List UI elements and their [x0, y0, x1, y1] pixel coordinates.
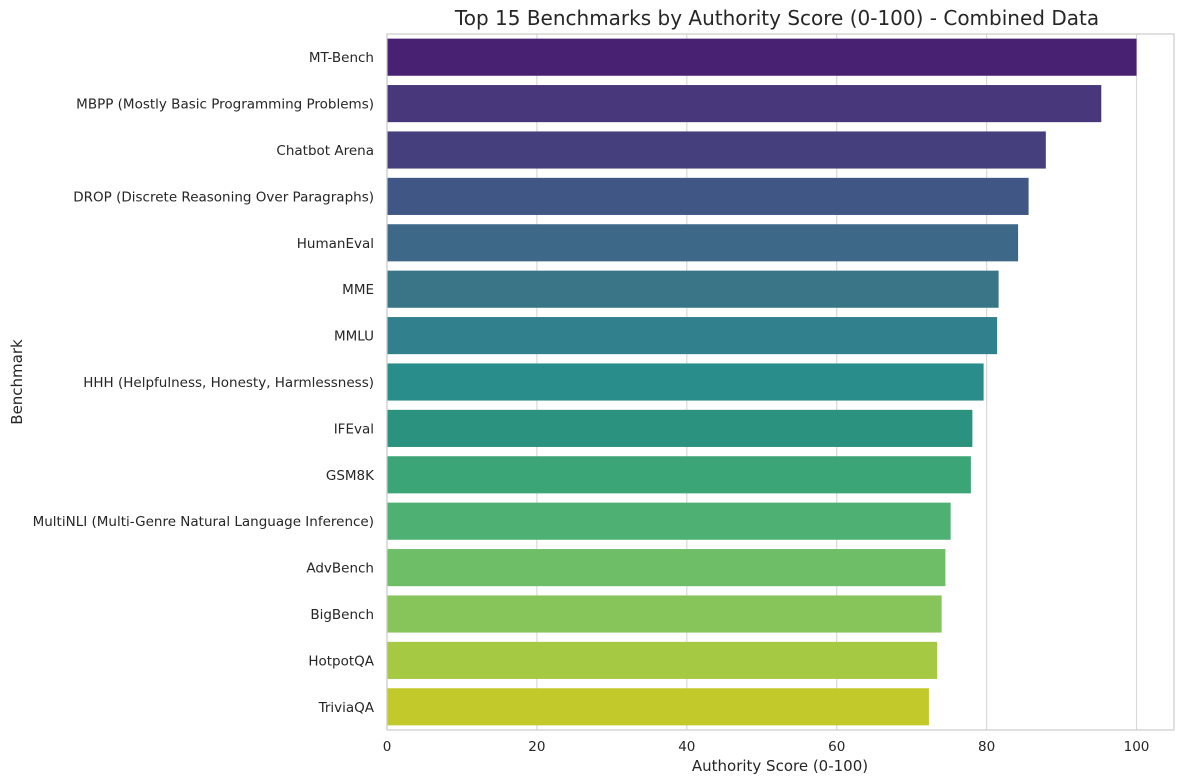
- bar: [387, 85, 1102, 123]
- bar: [387, 363, 984, 401]
- y-category-label: DROP (Discrete Reasoning Over Paragraphs…: [73, 189, 374, 205]
- y-category-label: Chatbot Arena: [276, 143, 374, 159]
- bar: [387, 38, 1137, 76]
- x-tick-label: 100: [1124, 739, 1150, 755]
- x-axis-label: Authority Score (0-100): [692, 757, 868, 775]
- y-category-label: AdvBench: [306, 561, 374, 577]
- bar: [387, 131, 1046, 169]
- bar: [387, 177, 1029, 215]
- y-category-label: MBPP (Mostly Basic Programming Problems): [76, 97, 374, 113]
- y-category-label: HotpotQA: [308, 653, 374, 669]
- y-category-label: MME: [342, 282, 374, 298]
- bar: [387, 409, 973, 447]
- bar: [387, 549, 946, 587]
- bar: [387, 224, 1019, 262]
- y-category-label: TriviaQA: [318, 700, 375, 716]
- x-tick-label: 0: [383, 739, 392, 755]
- plot-frame: [386, 33, 1175, 731]
- bar: [387, 270, 999, 308]
- bars: [387, 38, 1137, 726]
- y-category-label: HumanEval: [297, 236, 374, 252]
- bar: [387, 595, 942, 633]
- x-tick-label: 60: [828, 739, 845, 755]
- y-category-label: MT-Bench: [309, 50, 374, 66]
- x-tick-label: 40: [678, 739, 695, 755]
- y-category-label: HHH (Helpfulness, Honesty, Harmlessness): [83, 375, 374, 391]
- chart-title: Top 15 Benchmarks by Authority Score (0-…: [454, 6, 1099, 30]
- y-category-label: GSM8K: [326, 468, 375, 484]
- y-category-label: BigBench: [310, 607, 374, 623]
- x-tick-label: 20: [528, 739, 545, 755]
- y-category-label: IFEval: [334, 421, 374, 437]
- bar: [387, 641, 938, 679]
- x-tick-labels: 0 20 40 60 80 100: [383, 739, 1150, 755]
- bar: [387, 317, 998, 355]
- x-tick-label: 80: [978, 739, 995, 755]
- y-axis-label: Benchmark: [8, 339, 26, 425]
- bar: [387, 502, 951, 540]
- y-category-label: MultiNLI (Multi-Genre Natural Language I…: [33, 514, 374, 530]
- y-category-labels: MT-Bench MBPP (Mostly Basic Programming P…: [33, 50, 376, 716]
- bar: [387, 688, 929, 726]
- y-category-label: MMLU: [334, 329, 374, 345]
- bar: [387, 456, 971, 494]
